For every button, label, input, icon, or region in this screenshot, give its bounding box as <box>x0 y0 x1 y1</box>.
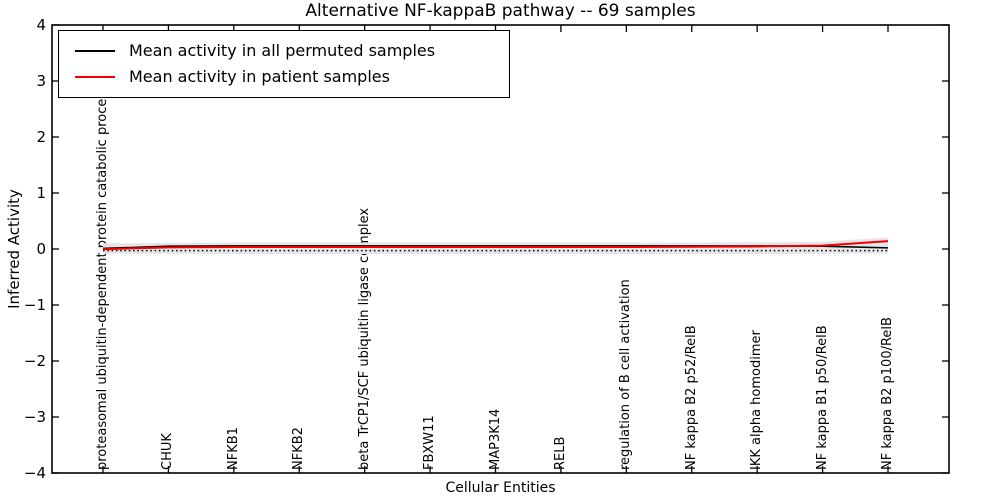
y-tick-label: −2 <box>23 352 46 370</box>
y-tick-label: 4 <box>36 16 46 34</box>
y-tick-label: 1 <box>36 184 46 202</box>
legend-line-sample-black <box>75 49 115 52</box>
legend-label-patient: Mean activity in patient samples <box>129 67 390 87</box>
series-line-1 <box>102 240 889 251</box>
y-tick-label: −3 <box>23 408 46 426</box>
y-tick-label: 3 <box>36 72 46 90</box>
legend-line-sample-red <box>75 76 115 79</box>
x-axis-title: Cellular Entities <box>445 480 556 496</box>
y-tick-labels: 4 3 2 1 0 −1 −2 −3 −4 <box>0 0 52 500</box>
legend: Mean activity in all permuted samples Me… <box>58 30 510 98</box>
legend-label-permuted: Mean activity in all permuted samples <box>129 40 436 60</box>
y-tick-label: 2 <box>36 128 46 146</box>
chart-title: Alternative NF-kappaB pathway -- 69 samp… <box>305 1 696 21</box>
y-tick-label: −1 <box>23 296 46 314</box>
legend-item-patient: Mean activity in patient samples <box>59 67 509 87</box>
y-tick-label: 0 <box>36 240 46 258</box>
legend-item-permuted: Mean activity in all permuted samples <box>59 41 509 61</box>
y-tick-label: −4 <box>23 464 46 482</box>
